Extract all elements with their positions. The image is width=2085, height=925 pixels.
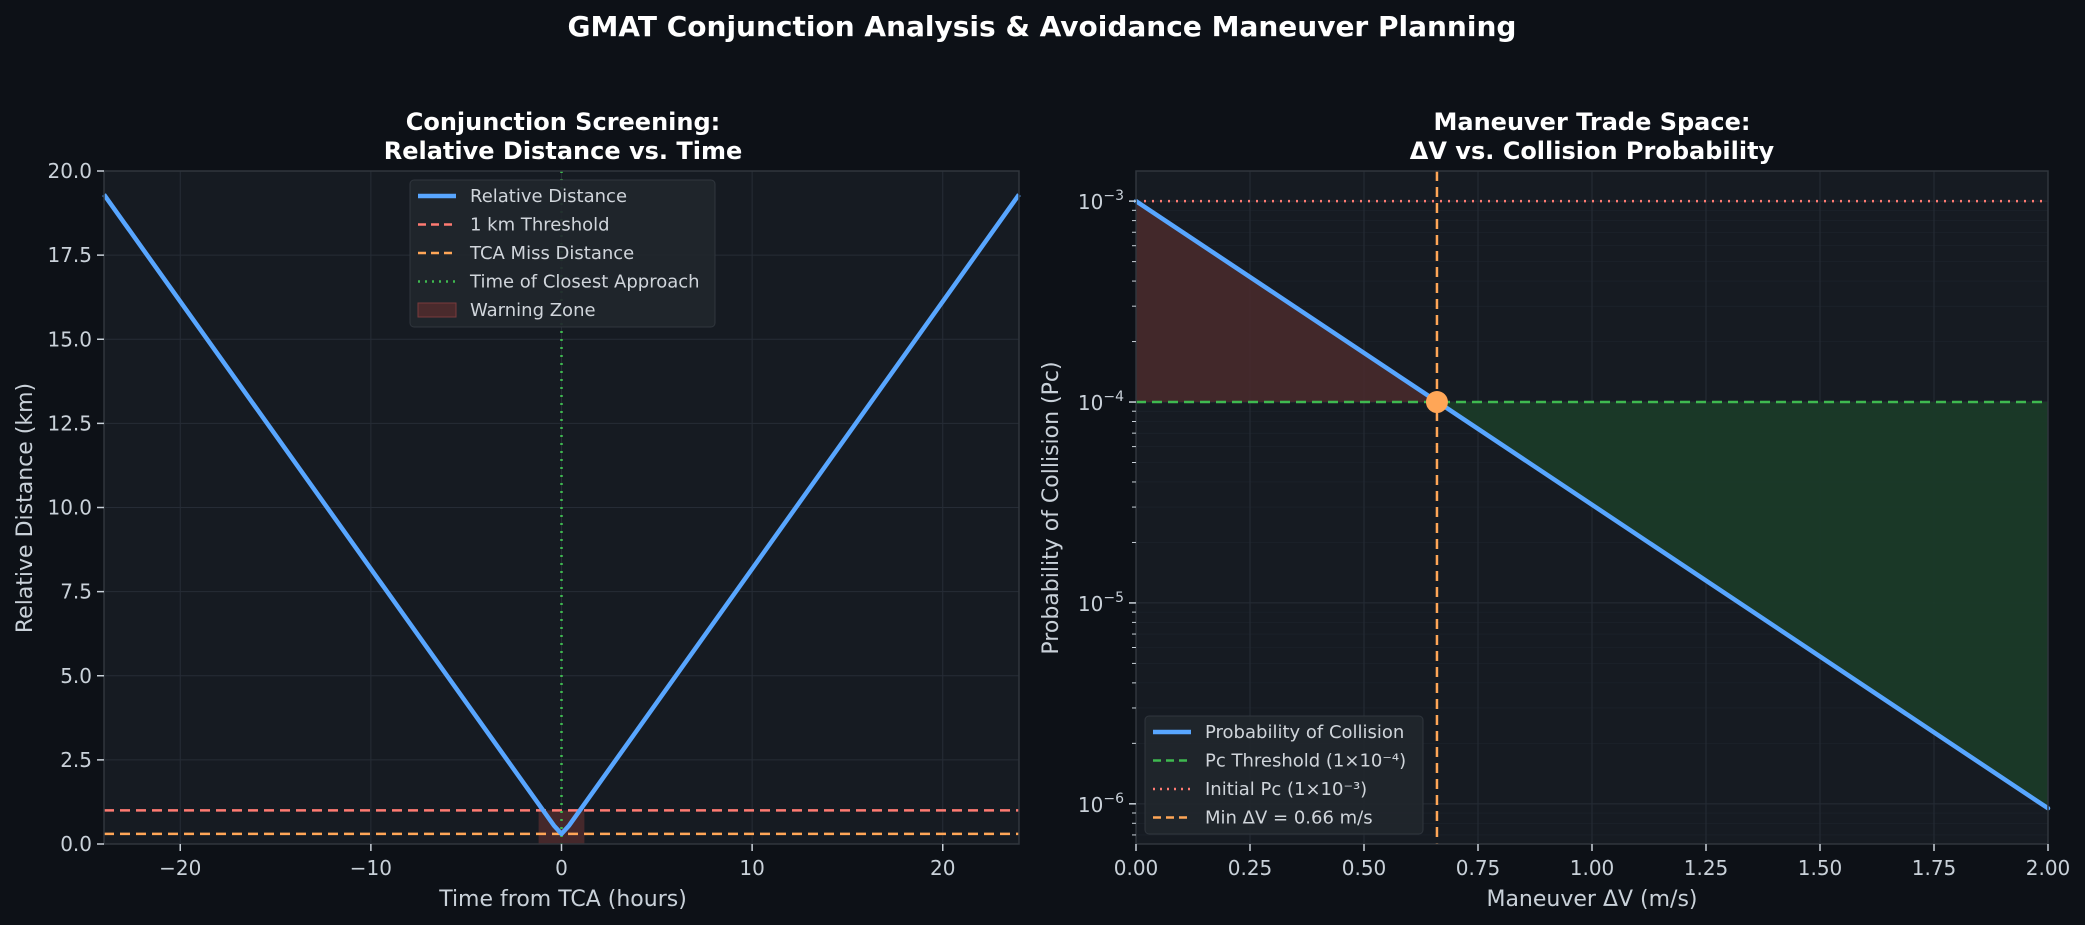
left-x-tick-label: −20 [159,856,201,880]
legend-entry-label: TCA Miss Distance [469,243,634,264]
left-title-line2: Relative Distance vs. Time [384,137,743,165]
left-y-tick-label: 7.5 [60,580,92,604]
legend-entry-label: Min ΔV = 0.66 m/s [1205,808,1373,829]
right-title-line2: ΔV vs. Collision Probability [1410,137,1775,165]
right-plot-content [1133,171,2051,844]
min-dv-marker [1425,391,1448,414]
relative-distance-line [102,193,1021,837]
tick-exponent: −4 [1103,389,1124,405]
legend-entry-label: Warning Zone [470,300,596,321]
tick-exponent: −6 [1103,791,1124,807]
right-x-tick-label: 0.75 [1456,856,1501,880]
left-ticks: −20 −10 0 10 20 0.0 2.5 5.0 7.5 10.0 12.5 15.0 17.5 2… [47,159,955,880]
left-x-tick-label: −10 [350,856,392,880]
legend-entry-label: Pc Threshold (1×10⁻⁴) [1205,751,1406,772]
tick-exponent: −3 [1103,188,1124,204]
right-x-tick-label: 0.25 [1228,856,1273,880]
left-y-tick-label: 17.5 [47,243,92,267]
right-y-tick-label: 10−4 [1078,389,1124,415]
tick-base: 10 [1078,190,1103,214]
collision-probability-line [1133,198,2051,811]
tick-base: 10 [1078,592,1103,616]
legend-entry-label: Initial Pc (1×10⁻³) [1205,779,1367,800]
right-x-tick-label: 1.00 [1570,856,1615,880]
right-x-tick-label: 1.25 [1684,856,1729,880]
tick-exponent: −5 [1103,590,1124,606]
left-y-tick-label: 0.0 [60,832,92,856]
left-y-tick-label: 12.5 [47,411,92,435]
right-y-tick-label: 10−6 [1078,791,1124,817]
left-legend-box [409,179,716,328]
left-x-tick-label: 0 [555,856,568,880]
right-x-tick-label: 1.50 [1798,856,1843,880]
right-y-axis-label: Probability of Collision (Pc) [1039,361,1064,654]
right-x-tick-label: 2.00 [2026,856,2071,880]
left-x-tick-label: 20 [930,856,955,880]
left-x-axis-label: Time from TCA (hours) [438,887,687,912]
legend-entry-label: Time of Closest Approach [469,272,700,293]
tick-base: 10 [1078,793,1103,817]
left-y-tick-label: 20.0 [47,159,92,183]
right-x-tick-label: 1.75 [1912,856,1957,880]
legend-swatch-warning-zone [417,302,457,318]
right-y-tick-label: 10−3 [1078,188,1124,214]
left-title-line1: Conjunction Screening: [406,108,721,136]
tick-base: 10 [1078,391,1103,415]
left-y-tick-label: 2.5 [60,748,92,772]
legend-entry-label: Relative Distance [470,186,627,207]
left-y-tick-label: 5.0 [60,664,92,688]
left-x-tick-label: 10 [739,856,764,880]
conjunction-screening-chart: −20 −10 0 10 20 0.0 2.5 5.0 7.5 10.0 12.5 15.0 17.5 2… [13,108,1021,912]
right-legend: Probability of Collision Pc Threshold (1×… [1144,715,1424,835]
maneuver-trade-space-chart: 0.00 0.25 0.50 0.75 1.00 1.25 1.50 1.75 2.0010−6… [1039,108,2070,912]
left-y-tick-label: 10.0 [47,496,92,520]
left-y-tick-label: 15.0 [47,327,92,351]
legend-entry-label: Probability of Collision [1205,722,1404,743]
left-y-axis-label: Relative Distance (km) [13,383,38,633]
right-x-tick-label: 0.50 [1342,856,1387,880]
figure-title: GMAT Conjunction Analysis & Avoidance Ma… [568,10,1517,43]
right-x-axis-label: Maneuver ΔV (m/s) [1486,887,1697,912]
legend-entry-label: 1 km Threshold [470,215,610,236]
left-legend: Relative Distance 1 km Threshold TCA Miss … [409,179,716,328]
right-title-line1: Maneuver Trade Space: [1434,108,1751,136]
right-ticks: 0.00 0.25 0.50 0.75 1.00 1.25 1.50 1.75 2.0010−6… [1078,188,2070,880]
right-y-tick-label: 10−5 [1078,590,1124,616]
right-legend-box [1144,715,1424,835]
right-x-tick-label: 0.00 [1114,856,1159,880]
